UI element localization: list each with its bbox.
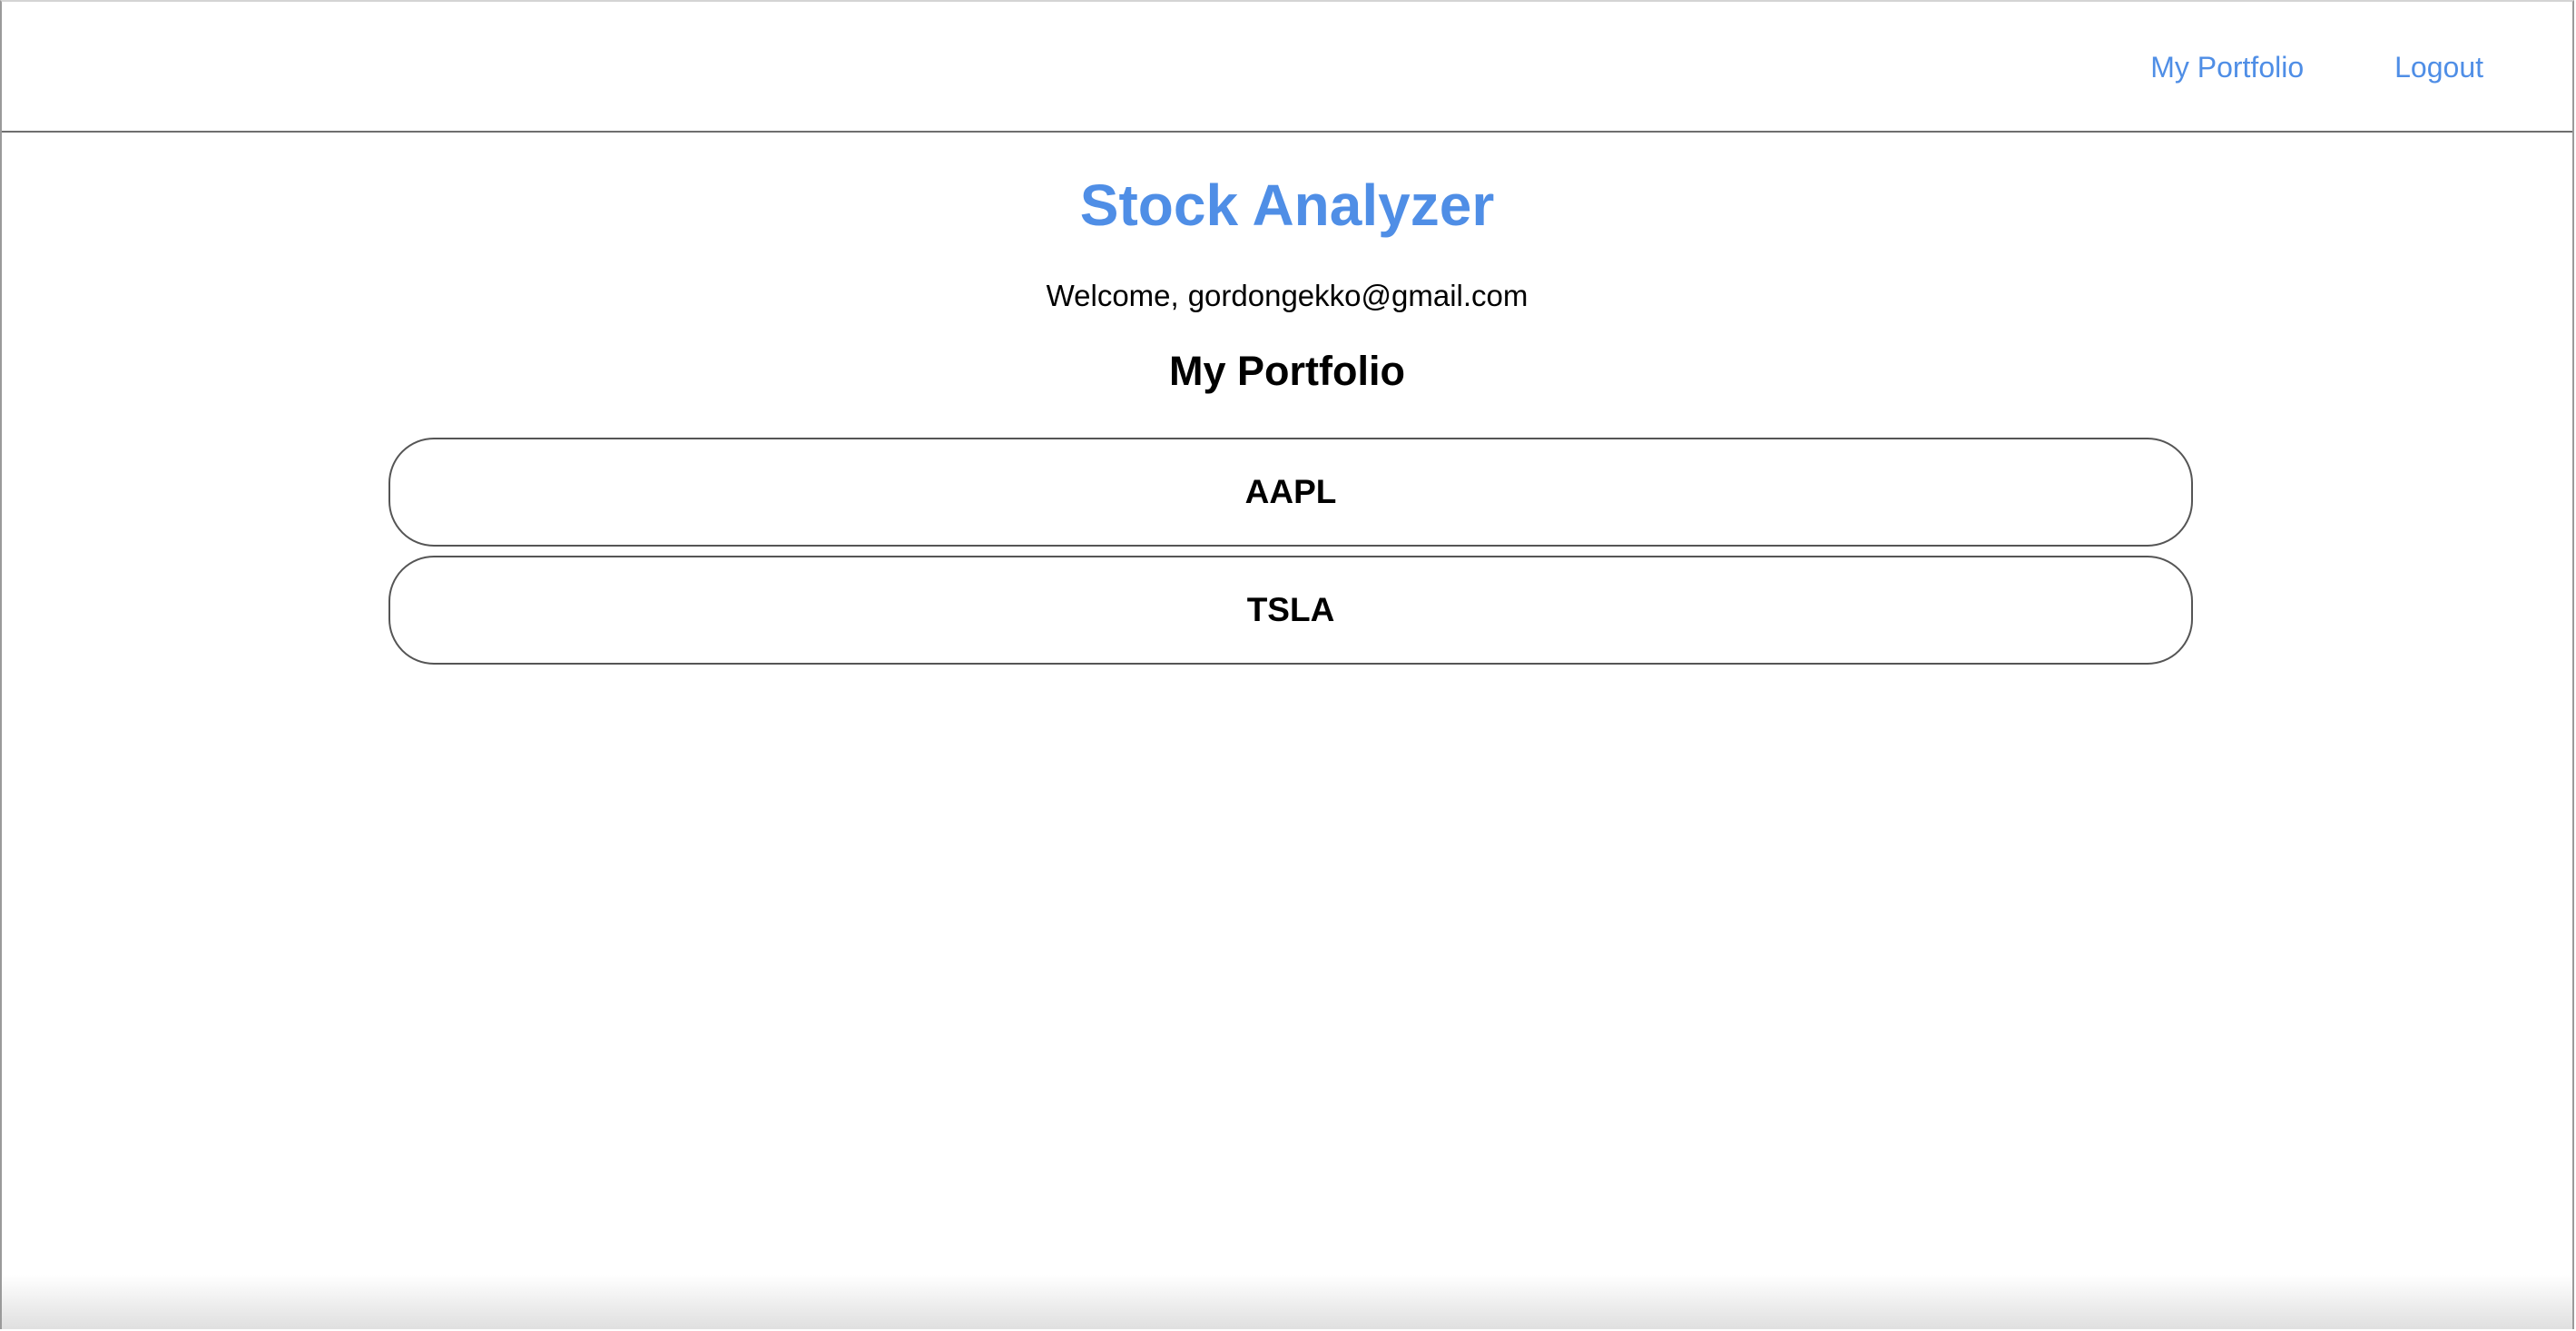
portfolio-title: My Portfolio — [1169, 348, 1405, 394]
welcome-message: Welcome, gordongekko@gmail.com — [2, 278, 2572, 314]
user-email: gordongekko@gmail.com — [1187, 279, 1529, 312]
nav-links: My Portfolio Logout — [2150, 2, 2483, 133]
top-navbar: My Portfolio Logout — [2, 2, 2572, 133]
welcome-prefix: Welcome, — [1046, 279, 1179, 312]
nav-link-logout[interactable]: Logout — [2394, 50, 2483, 84]
nav-link-my-portfolio[interactable]: My Portfolio — [2150, 50, 2305, 84]
app-title: Stock Analyzer — [1079, 173, 1495, 238]
portfolio-list: AAPL TSLA — [388, 438, 2193, 665]
stock-card-tsla[interactable]: TSLA — [388, 556, 2193, 665]
bottom-shadow — [2, 1275, 2572, 1329]
stock-card-aapl[interactable]: AAPL — [388, 438, 2193, 547]
